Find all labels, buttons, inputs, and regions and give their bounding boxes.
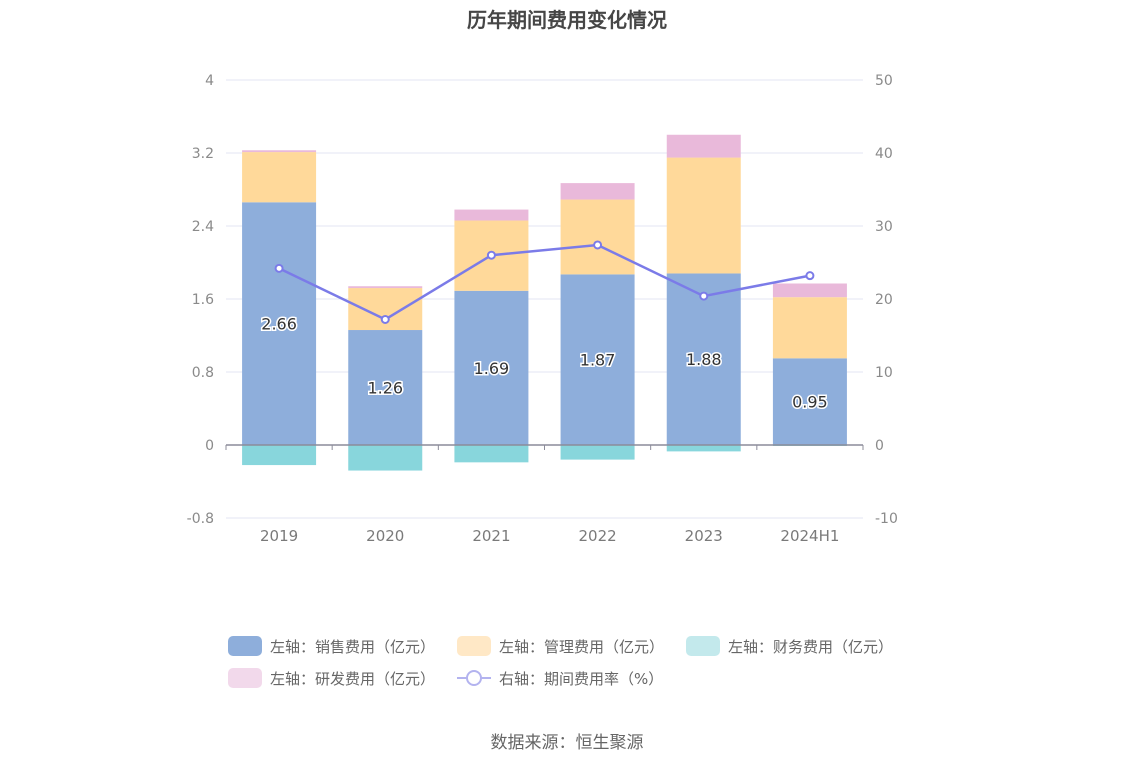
axes: -0.8 -10 0 0 0.8 10 1.6 20 2.4 30 3.2 40 4 50 2019 2020… xyxy=(187,73,898,545)
bar-sales xyxy=(560,274,635,445)
bar-rnd xyxy=(772,283,847,298)
bar-admin xyxy=(666,157,741,274)
left-tick-label: 0.8 xyxy=(192,365,214,381)
bar-finance xyxy=(666,445,741,452)
right-tick-label: 40 xyxy=(875,146,893,162)
bar-admin xyxy=(560,199,635,275)
legend-label-finance: 左轴：财务费用（亿元） xyxy=(728,637,894,656)
rate-point xyxy=(274,263,284,273)
data-label-sales: 0.95 xyxy=(792,393,828,412)
legend-item-rnd[interactable]: 左轴：研发费用（亿元） xyxy=(228,668,435,689)
bar-rnd xyxy=(348,286,423,289)
bar-sales xyxy=(348,330,423,445)
right-tick-label: 10 xyxy=(875,365,893,381)
bar-rnd xyxy=(666,134,741,158)
bar-finance xyxy=(242,445,317,466)
left-tick-label: -0.8 xyxy=(187,511,214,527)
x-tick-label: 2019 xyxy=(260,527,298,545)
bar-finance xyxy=(560,445,635,460)
bar-sales xyxy=(772,358,847,445)
right-tick-label: 0 xyxy=(875,438,884,454)
data-label-sales: 1.87 xyxy=(580,351,616,370)
data-label-sales: 1.26 xyxy=(367,379,403,398)
legend-line-icon xyxy=(457,668,492,688)
data-label-sales: 1.69 xyxy=(474,359,510,378)
bar-rnd xyxy=(560,183,635,200)
rate-point xyxy=(380,314,390,324)
legend-item-finance[interactable]: 左轴：财务费用（亿元） xyxy=(686,636,893,657)
source-note: 数据来源：恒生聚源 xyxy=(490,733,644,753)
bar-layer xyxy=(242,134,847,471)
chart-title: 历年期间费用变化情况 xyxy=(467,8,667,32)
x-tick-label: 2020 xyxy=(366,527,404,545)
bar-finance xyxy=(454,445,529,463)
rate-point xyxy=(486,250,496,260)
bar-admin xyxy=(772,297,847,359)
rate-point xyxy=(699,291,709,301)
legend-label-rate: 右轴：期间费用率（%） xyxy=(499,669,664,688)
bar-sales xyxy=(454,290,529,445)
legend-swatch-finance xyxy=(686,636,721,656)
rate-point xyxy=(593,240,603,250)
legend-item-sales[interactable]: 左轴：销售费用（亿元） xyxy=(228,636,435,657)
legend-item-admin[interactable]: 左轴：管理费用（亿元） xyxy=(457,636,664,657)
left-tick-label: 2.4 xyxy=(192,219,214,235)
bar-admin xyxy=(242,152,317,203)
legend-swatch-rnd xyxy=(228,668,262,688)
legend-label-sales: 左轴：销售费用（亿元） xyxy=(270,637,436,656)
legend-item-rate[interactable]: 右轴：期间费用率（%） xyxy=(457,668,663,689)
rate-line xyxy=(278,243,811,321)
left-tick-label: 1.6 xyxy=(192,292,214,308)
x-tick-label: 2022 xyxy=(578,527,616,545)
chart-canvas: -0.8 -10 0 0 0.8 10 1.6 20 2.4 30 3.2 40 4 50 2019 2020… xyxy=(187,73,898,545)
left-tick-label: 4 xyxy=(205,73,214,89)
bar-sales xyxy=(242,202,317,445)
data-label-sales: 2.66 xyxy=(261,315,297,334)
x-tick-label: 2023 xyxy=(685,527,723,545)
rate-point xyxy=(805,271,815,281)
data-labels: 2.66 1.26 1.69 1.87 1.88 0.95 xyxy=(260,313,829,413)
legend-swatch-sales xyxy=(228,636,262,656)
right-tick-label: 50 xyxy=(875,73,893,89)
bar-finance xyxy=(348,445,423,471)
bar-sales xyxy=(666,273,741,445)
legend-row-1: 左轴：销售费用（亿元） 左轴：管理费用（亿元） 左轴：财务费用（亿元） xyxy=(228,630,928,662)
legend: 左轴：销售费用（亿元） 左轴：管理费用（亿元） 左轴：财务费用（亿元） 左轴：研… xyxy=(228,630,928,694)
right-tick-label: -10 xyxy=(875,511,898,527)
left-tick-label: 0 xyxy=(205,438,214,454)
legend-swatch-admin xyxy=(457,636,492,656)
x-tick-label: 2021 xyxy=(472,527,510,545)
x-tick-label: 2024H1 xyxy=(780,527,839,545)
grid-lines xyxy=(226,79,863,519)
legend-label-admin: 左轴：管理费用（亿元） xyxy=(499,637,665,656)
data-label-sales: 1.88 xyxy=(686,350,722,369)
right-tick-label: 30 xyxy=(875,219,893,235)
right-tick-label: 20 xyxy=(875,292,893,308)
left-tick-label: 3.2 xyxy=(192,146,214,162)
bar-rnd xyxy=(454,209,529,221)
legend-label-rnd: 左轴：研发费用（亿元） xyxy=(270,669,436,688)
rate-line-layer xyxy=(274,240,815,324)
legend-row-2: 左轴：研发费用（亿元） 右轴：期间费用率（%） xyxy=(228,662,928,694)
bar-rnd xyxy=(242,150,317,153)
